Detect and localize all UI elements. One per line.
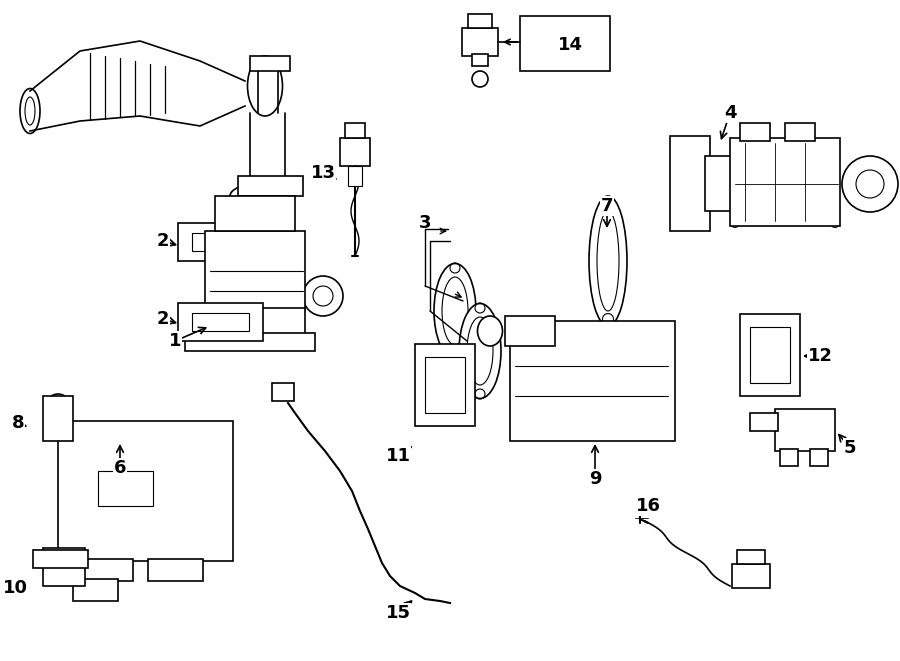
Bar bbox=[462, 28, 498, 56]
Bar bbox=[33, 550, 88, 568]
Text: 1: 1 bbox=[169, 332, 181, 350]
Text: 6: 6 bbox=[113, 459, 126, 477]
Ellipse shape bbox=[597, 211, 619, 311]
Bar bbox=[148, 559, 203, 581]
Text: 9: 9 bbox=[589, 470, 601, 488]
Bar bbox=[215, 196, 295, 231]
Bar bbox=[195, 308, 305, 336]
Circle shape bbox=[57, 569, 73, 585]
Bar bbox=[505, 316, 555, 346]
Ellipse shape bbox=[303, 276, 343, 316]
Circle shape bbox=[856, 170, 884, 198]
Bar bbox=[750, 413, 778, 431]
Text: 14: 14 bbox=[557, 36, 582, 54]
Text: 13: 13 bbox=[310, 164, 336, 182]
Bar bbox=[58, 559, 133, 581]
Bar bbox=[468, 14, 492, 28]
Bar bbox=[670, 136, 710, 231]
Bar bbox=[192, 233, 249, 251]
Ellipse shape bbox=[467, 317, 493, 385]
Bar bbox=[750, 327, 790, 383]
Ellipse shape bbox=[442, 277, 468, 345]
Text: 8: 8 bbox=[12, 414, 24, 432]
Ellipse shape bbox=[459, 303, 501, 399]
Bar bbox=[73, 579, 118, 601]
Bar bbox=[732, 564, 770, 588]
Bar bbox=[185, 333, 315, 351]
Ellipse shape bbox=[478, 316, 502, 346]
Text: 10: 10 bbox=[3, 579, 28, 597]
Bar bbox=[58, 421, 233, 561]
Bar bbox=[205, 231, 305, 311]
Ellipse shape bbox=[434, 264, 476, 358]
Bar bbox=[178, 223, 263, 261]
Bar bbox=[425, 357, 465, 413]
Bar bbox=[705, 156, 735, 211]
Bar bbox=[348, 166, 362, 186]
Text: 11: 11 bbox=[385, 447, 410, 465]
Text: 16: 16 bbox=[635, 497, 661, 515]
Bar bbox=[238, 176, 303, 196]
Bar bbox=[780, 449, 798, 466]
Text: 4: 4 bbox=[724, 104, 736, 122]
Text: 7: 7 bbox=[601, 197, 613, 215]
Bar bbox=[272, 383, 294, 401]
Bar bbox=[43, 396, 73, 441]
Ellipse shape bbox=[589, 196, 627, 326]
Text: 3: 3 bbox=[418, 214, 431, 232]
Bar bbox=[192, 313, 249, 331]
Bar bbox=[737, 550, 765, 564]
Circle shape bbox=[842, 156, 898, 212]
Text: 2: 2 bbox=[157, 310, 169, 328]
Bar bbox=[98, 471, 153, 506]
Circle shape bbox=[472, 71, 488, 87]
Bar bbox=[775, 409, 835, 451]
Bar bbox=[43, 548, 85, 586]
Text: 15: 15 bbox=[385, 604, 410, 622]
Text: 12: 12 bbox=[807, 347, 833, 365]
Bar bbox=[740, 123, 770, 141]
Bar bbox=[178, 303, 263, 341]
Ellipse shape bbox=[230, 184, 290, 208]
Bar bbox=[472, 54, 488, 66]
Bar bbox=[740, 314, 800, 396]
Bar bbox=[810, 449, 828, 466]
Bar bbox=[415, 344, 475, 426]
Bar bbox=[340, 138, 370, 166]
Bar bbox=[250, 56, 290, 71]
Bar bbox=[520, 16, 610, 71]
Bar bbox=[785, 123, 815, 141]
Ellipse shape bbox=[313, 286, 333, 306]
Text: 2: 2 bbox=[157, 232, 169, 250]
Bar bbox=[510, 321, 675, 441]
Text: 5: 5 bbox=[844, 439, 856, 457]
Circle shape bbox=[46, 394, 70, 418]
Bar bbox=[345, 123, 365, 138]
Bar bbox=[730, 138, 840, 226]
